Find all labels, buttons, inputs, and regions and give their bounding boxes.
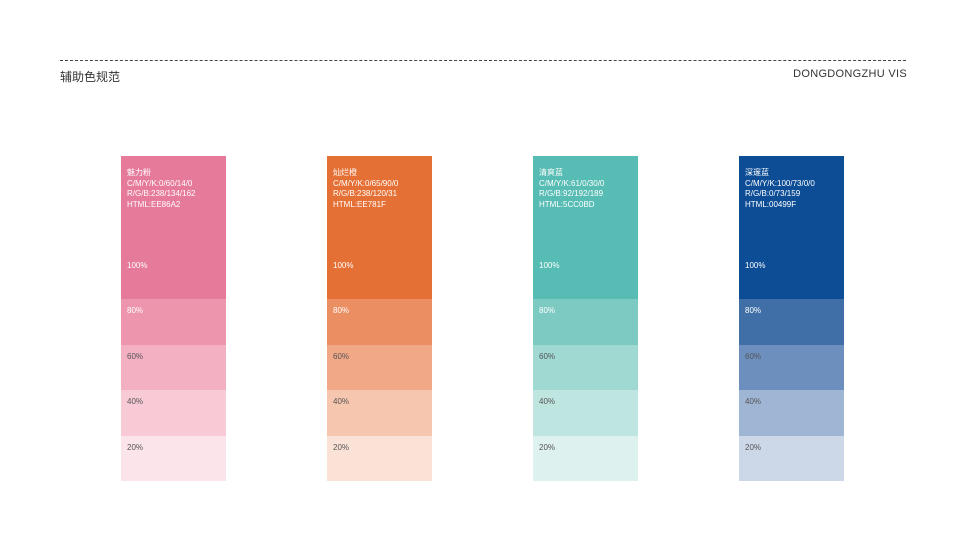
color-spec: 深邃蓝 C/M/Y/K:100/73/0/0 R/G/B:0/73/159 HTML:… bbox=[745, 168, 815, 210]
tint-percent-label: 100% bbox=[127, 261, 148, 270]
cmyk-value: C/M/Y/K:0/65/90/0 bbox=[333, 178, 399, 188]
html-value: HTML:5CC0BD bbox=[539, 199, 595, 209]
cmyk-value: C/M/Y/K:61/0/30/0 bbox=[539, 178, 605, 188]
tint-percent-label: 100% bbox=[333, 261, 354, 270]
tint-percent-label: 20% bbox=[333, 442, 350, 452]
html-value: HTML:00499F bbox=[745, 199, 797, 209]
tint-percent-label: 60% bbox=[745, 351, 762, 361]
header-divider bbox=[60, 60, 906, 61]
rgb-value: R/G/B:0/73/159 bbox=[745, 189, 801, 198]
color-spec: 魅力粉 C/M/Y/K:0/60/14/0 R/G/B:238/134/162 HTM… bbox=[127, 168, 196, 210]
color-swatch-80: 80% bbox=[327, 299, 432, 345]
color-swatch-20: 20% bbox=[327, 435, 432, 481]
tint-percent-label: 80% bbox=[333, 306, 350, 315]
color-swatch-100: 深邃蓝 C/M/Y/K:100/73/0/0 R/G/B:0/73/159 HTML:… bbox=[739, 156, 844, 299]
tint-percent-label: 40% bbox=[333, 397, 350, 406]
color-swatch-100: 魅力粉 C/M/Y/K:0/60/14/0 R/G/B:238/134/162 HTM… bbox=[121, 156, 226, 299]
tint-percent-label: 40% bbox=[539, 397, 556, 406]
tint-percent-label: 40% bbox=[127, 397, 144, 406]
cmyk-value: C/M/Y/K:100/73/0/0 bbox=[745, 178, 815, 188]
color-swatch-60: 60% bbox=[327, 344, 432, 390]
tint-percent-label: 100% bbox=[745, 261, 766, 270]
html-value: HTML:EE781F bbox=[333, 199, 386, 209]
color-swatch-20: 20% bbox=[533, 435, 638, 481]
color-name: 清爽蓝 bbox=[539, 168, 563, 177]
color-column-teal: 清爽蓝 C/M/Y/K:61/0/30/0 R/G/B:92/192/189 HTML… bbox=[533, 156, 638, 481]
color-spec: 清爽蓝 C/M/Y/K:61/0/30/0 R/G/B:92/192/189 HTML… bbox=[539, 168, 604, 210]
tint-percent-label: 80% bbox=[127, 306, 144, 315]
color-swatch-20: 20% bbox=[121, 435, 226, 481]
tint-percent-label: 80% bbox=[745, 306, 762, 315]
color-name: 深邃蓝 bbox=[745, 168, 769, 177]
html-value: HTML:EE86A2 bbox=[127, 199, 181, 209]
rgb-value: R/G/B:238/134/162 bbox=[127, 189, 196, 198]
color-swatch-60: 60% bbox=[533, 344, 638, 390]
tint-percent-label: 20% bbox=[539, 442, 556, 452]
color-swatch-80: 80% bbox=[121, 299, 226, 345]
auxiliary-color-palette: 魅力粉 C/M/Y/K:0/60/14/0 R/G/B:238/134/162 HTM… bbox=[121, 156, 844, 481]
tint-percent-label: 100% bbox=[539, 261, 560, 270]
tint-percent-label: 60% bbox=[127, 351, 144, 361]
color-swatch-40: 40% bbox=[327, 390, 432, 436]
cmyk-value: C/M/Y/K:0/60/14/0 bbox=[127, 178, 193, 188]
tint-percent-label: 80% bbox=[539, 306, 556, 315]
tint-percent-label: 40% bbox=[745, 397, 762, 406]
color-swatch-60: 60% bbox=[739, 344, 844, 390]
color-swatch-40: 40% bbox=[739, 390, 844, 436]
tint-percent-label: 20% bbox=[127, 442, 144, 452]
color-name: 灿烂橙 bbox=[333, 168, 357, 177]
color-swatch-100: 清爽蓝 C/M/Y/K:61/0/30/0 R/G/B:92/192/189 HTML… bbox=[533, 156, 638, 299]
color-swatch-40: 40% bbox=[533, 390, 638, 436]
rgb-value: R/G/B:238/120/31 bbox=[333, 189, 398, 198]
color-column-navy: 深邃蓝 C/M/Y/K:100/73/0/0 R/G/B:0/73/159 HTML:… bbox=[739, 156, 844, 481]
brand-label: DONGDONGZHU VIS bbox=[793, 68, 907, 80]
color-swatch-80: 80% bbox=[533, 299, 638, 345]
tint-percent-label: 60% bbox=[539, 351, 556, 361]
color-column-pink: 魅力粉 C/M/Y/K:0/60/14/0 R/G/B:238/134/162 HTM… bbox=[121, 156, 226, 481]
color-column-orange: 灿烂橙 C/M/Y/K:0/65/90/0 R/G/B:238/120/31 HTML… bbox=[327, 156, 432, 481]
tint-percent-label: 20% bbox=[745, 442, 762, 452]
color-swatch-80: 80% bbox=[739, 299, 844, 345]
color-name: 魅力粉 bbox=[127, 168, 151, 177]
rgb-value: R/G/B:92/192/189 bbox=[539, 189, 604, 198]
tint-percent-label: 60% bbox=[333, 351, 350, 361]
color-swatch-100: 灿烂橙 C/M/Y/K:0/65/90/0 R/G/B:238/120/31 HTML… bbox=[327, 156, 432, 299]
color-swatch-40: 40% bbox=[121, 390, 226, 436]
color-swatch-20: 20% bbox=[739, 435, 844, 481]
page-title: 辅助色规范 bbox=[60, 70, 121, 84]
color-swatch-60: 60% bbox=[121, 344, 226, 390]
color-spec: 灿烂橙 C/M/Y/K:0/65/90/0 R/G/B:238/120/31 HTML… bbox=[333, 168, 398, 210]
